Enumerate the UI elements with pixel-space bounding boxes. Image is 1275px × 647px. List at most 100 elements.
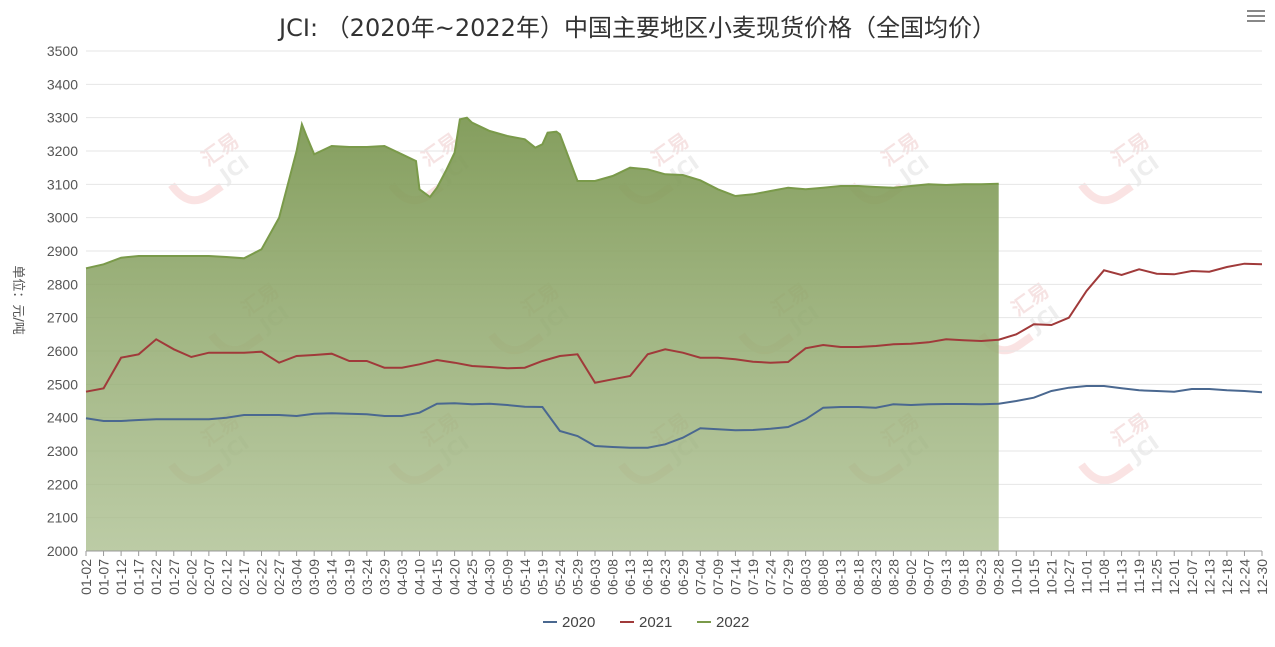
x-tick-label: 03-14 <box>324 559 340 595</box>
series-2020-line[interactable] <box>85 385 1263 449</box>
x-axis-ticks: 01-02 01-07 01-12 01-17 01-22 01-27 02-02 02-07… <box>78 551 1270 595</box>
x-tick-label: 04-10 <box>411 559 427 595</box>
x-tick-label: 09-28 <box>991 559 1007 595</box>
x-tick-label: 07-29 <box>780 559 796 595</box>
y-tick-label: 3100 <box>47 176 78 192</box>
x-tick-label: 06-23 <box>657 559 673 595</box>
x-tick-label: 01-12 <box>113 559 129 595</box>
x-tick-label: 02-12 <box>218 559 234 595</box>
series-2021-line[interactable] <box>85 262 1263 393</box>
x-tick-label: 04-20 <box>447 559 463 595</box>
x-tick-label: 12-24 <box>1236 559 1252 595</box>
y-tick-label: 2300 <box>47 443 78 459</box>
x-tick-label: 02-02 <box>183 559 199 595</box>
x-tick-label: 07-24 <box>763 559 779 595</box>
x-tick-label: 06-13 <box>622 559 638 595</box>
x-tick-label: 08-03 <box>798 559 814 595</box>
series-2022-line[interactable] <box>85 116 999 270</box>
y-tick-label: 2800 <box>47 276 78 292</box>
x-tick-label: 04-30 <box>482 559 498 595</box>
x-tick-label: 12-30 <box>1254 559 1270 595</box>
x-tick-label: 06-18 <box>640 559 656 595</box>
x-tick-label: 02-07 <box>201 559 217 595</box>
legend-label: 2021 <box>639 614 672 631</box>
x-tick-label: 06-29 <box>675 559 691 595</box>
x-tick-label: 12-18 <box>1219 559 1235 595</box>
y-axis-ticks: 2000 2100 2200 2300 2400 2500 2600 2700 2800 2900… <box>47 43 78 559</box>
x-tick-label: 01-17 <box>131 559 147 595</box>
x-tick-label: 01-02 <box>78 559 94 595</box>
legend-item-2021[interactable]: 2021 <box>620 614 672 631</box>
x-tick-label: 09-02 <box>903 559 919 595</box>
x-tick-label: 11-19 <box>1131 559 1147 594</box>
x-tick-label: 01-27 <box>166 559 182 595</box>
x-tick-label: 07-19 <box>745 559 761 595</box>
x-tick-label: 03-04 <box>289 559 305 595</box>
x-tick-label: 12-01 <box>1166 559 1182 595</box>
x-tick-label: 09-07 <box>921 559 937 595</box>
y-tick-label: 2900 <box>47 243 78 259</box>
x-tick-label: 09-13 <box>938 559 954 595</box>
legend-item-2020[interactable]: 2020 <box>543 614 595 631</box>
y-tick-label: 3400 <box>47 76 78 92</box>
y-tick-label: 2400 <box>47 410 78 426</box>
x-tick-label: 10-15 <box>1026 559 1042 595</box>
x-tick-label: 11-13 <box>1114 559 1130 594</box>
y-tick-label: 3500 <box>47 43 78 59</box>
x-tick-label: 11-08 <box>1096 559 1112 594</box>
series-2022-area <box>86 117 999 551</box>
x-tick-label: 05-29 <box>569 559 585 595</box>
x-tick-label: 07-14 <box>727 559 743 595</box>
x-tick-label: 11-01 <box>1078 559 1094 594</box>
y-tick-label: 2100 <box>47 510 78 526</box>
x-tick-label: 01-07 <box>96 559 112 595</box>
y-axis-label: 单位：元/吨 <box>10 265 25 334</box>
x-tick-label: 08-23 <box>868 559 884 595</box>
x-tick-label: 03-29 <box>376 559 392 595</box>
y-tick-label: 3000 <box>47 210 78 226</box>
x-tick-label: 08-18 <box>850 559 866 595</box>
y-tick-label: 2600 <box>47 343 78 359</box>
x-tick-label: 03-24 <box>359 559 375 595</box>
x-tick-label: 02-22 <box>254 559 270 595</box>
chart-title: JCI: （2020年~2022年）中国主要地区小麦现货价格（全国均价） <box>279 14 996 42</box>
x-tick-label: 06-03 <box>587 559 603 595</box>
x-tick-label: 06-08 <box>605 559 621 595</box>
x-tick-label: 04-25 <box>464 559 480 595</box>
x-tick-label: 07-09 <box>710 559 726 595</box>
x-tick-label: 08-28 <box>885 559 901 595</box>
x-tick-label: 10-10 <box>1008 559 1024 595</box>
y-tick-label: 2000 <box>47 543 78 559</box>
series-area-layer <box>86 117 999 551</box>
x-tick-label: 12-07 <box>1184 559 1200 595</box>
x-tick-label: 03-09 <box>306 559 322 595</box>
menu-icon[interactable] <box>1247 8 1265 24</box>
x-tick-label: 01-22 <box>148 559 164 595</box>
x-tick-label: 09-18 <box>956 559 972 595</box>
x-tick-label: 05-14 <box>517 559 533 595</box>
x-tick-label: 09-23 <box>973 559 989 595</box>
x-tick-label: 04-15 <box>429 559 445 595</box>
x-tick-label: 05-09 <box>499 559 515 595</box>
x-tick-label: 07-04 <box>692 559 708 595</box>
x-tick-label: 05-19 <box>534 559 550 595</box>
series-line-layer <box>85 116 1263 449</box>
x-tick-label: 04-03 <box>394 559 410 595</box>
x-tick-label: 08-08 <box>815 559 831 595</box>
y-tick-label: 3300 <box>47 110 78 126</box>
y-tick-label: 2700 <box>47 310 78 326</box>
x-tick-label: 03-19 <box>341 559 357 595</box>
y-tick-label: 3200 <box>47 143 78 159</box>
x-tick-label: 08-13 <box>833 559 849 595</box>
x-tick-label: 02-27 <box>271 559 287 595</box>
legend-item-2022[interactable]: 2022 <box>697 614 749 631</box>
legend: 2020 2021 2022 <box>543 614 749 631</box>
y-tick-label: 2500 <box>47 376 78 392</box>
x-tick-label: 10-21 <box>1043 559 1059 595</box>
legend-label: 2022 <box>716 614 749 631</box>
x-tick-label: 11-25 <box>1149 559 1165 594</box>
x-tick-label: 10-27 <box>1061 559 1077 595</box>
